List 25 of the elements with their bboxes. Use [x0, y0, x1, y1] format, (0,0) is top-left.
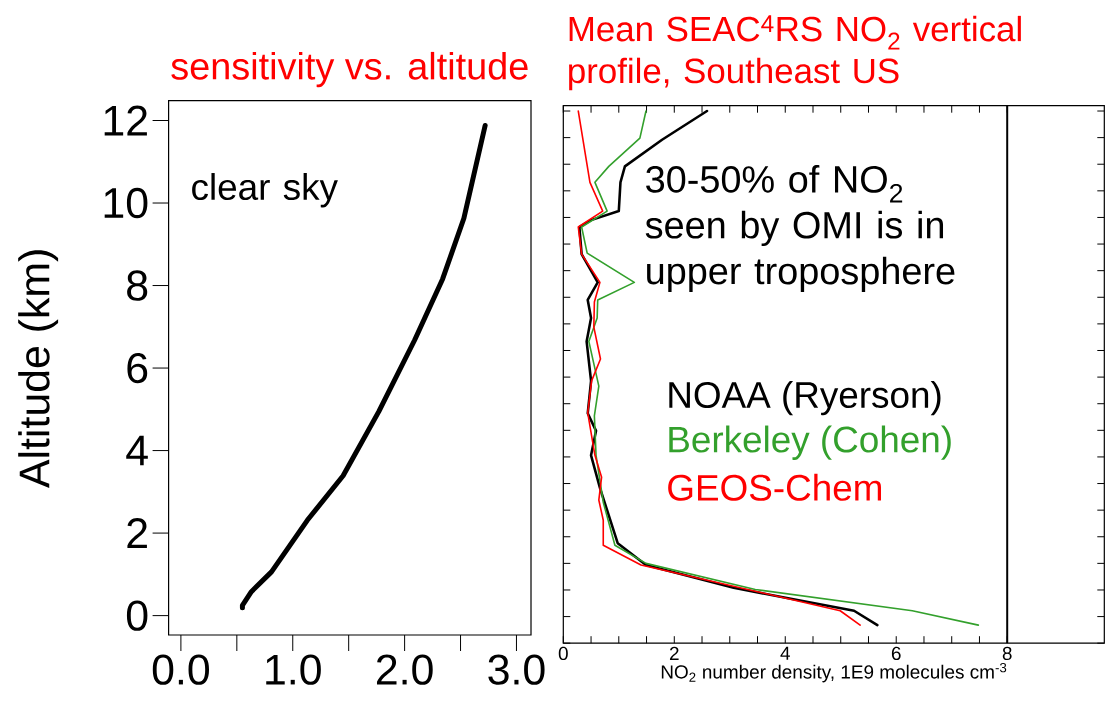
x-tick-label: 4 — [780, 646, 790, 660]
x-tick-label: 6 — [891, 646, 901, 661]
x-tick-label: 1.0 — [266, 654, 321, 685]
x-tick-label: 0 — [558, 646, 568, 661]
y-axis-title: Altitude (km) — [18, 250, 59, 488]
y-tick-label: 2 — [127, 518, 147, 549]
y-tick-label: 6 — [127, 352, 148, 384]
x-tick-label: 0.0 — [152, 654, 210, 685]
text: NOAA (Ryerson) — [669, 380, 941, 416]
series-label: Berkeley (Cohen) — [669, 425, 951, 460]
x-tick-label: 2.0 — [376, 654, 433, 685]
y-tick-label: 4 — [126, 435, 148, 466]
series-label: GEOS-Chem — [668, 473, 881, 501]
y-tick-label: 10 — [104, 187, 148, 219]
x-tick-label: 8 — [1002, 646, 1012, 661]
annotation: 30-50% of NO$_{2}$ seen by OMI is in upper troposphere — [645, 165, 955, 292]
y-tick-label: 8 — [127, 270, 148, 301]
chart-title: Mean SEAC$^{4}$RS NO$_{2}$ vertical profile, Southeast US — [569, 15, 1021, 91]
x-axis-title: NO$_{2}$ number density, 1E9 molecules cm$^{-3}$ — [661, 662, 1007, 683]
y-tick-label: 12 — [104, 105, 147, 136]
x-tick-label: 2 — [669, 646, 679, 660]
chart-title: sensitivity vs. altitude — [171, 51, 528, 88]
y-tick-label: 0 — [126, 600, 148, 631]
x-tick-label: 3.0 — [488, 654, 545, 685]
annotation: clear sky — [192, 173, 338, 208]
